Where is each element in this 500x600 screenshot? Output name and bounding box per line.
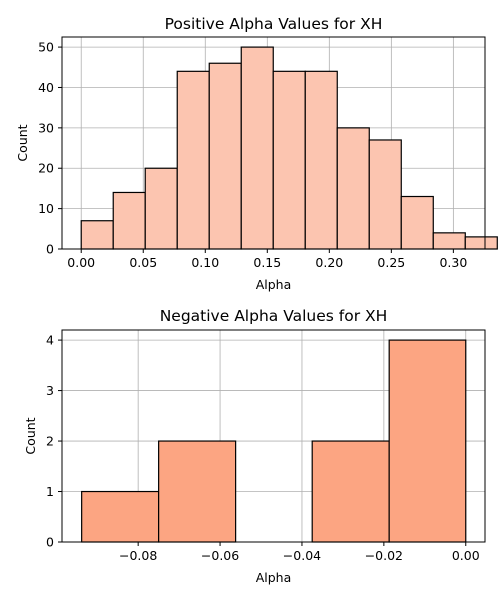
x-axis-label: Alpha bbox=[256, 277, 292, 292]
histogram-bar bbox=[304, 70, 338, 250]
x-tick-label: −0.08 bbox=[119, 548, 157, 563]
plot-frame bbox=[61, 36, 486, 250]
y-tick-label: 4 bbox=[46, 333, 54, 348]
y-tick-label: 10 bbox=[38, 201, 54, 216]
y-axis-label: Count bbox=[15, 124, 30, 161]
histogram-bar bbox=[311, 440, 390, 543]
histogram-bar bbox=[240, 46, 274, 250]
x-tick-label: −0.04 bbox=[283, 548, 321, 563]
x-tick-label: 0.30 bbox=[439, 255, 467, 270]
y-tick-label: 2 bbox=[46, 434, 54, 449]
x-ticks: 0.00 0.05 0.10 0.15 0.20 0.25 0.30 bbox=[67, 249, 467, 270]
histogram-bar bbox=[158, 440, 237, 543]
y-tick-label: 30 bbox=[38, 120, 54, 135]
bars bbox=[81, 339, 467, 543]
x-tick-label: −0.06 bbox=[201, 548, 239, 563]
histogram-bar bbox=[464, 236, 498, 250]
x-tick-label: −0.02 bbox=[365, 548, 403, 563]
y-axis-label: Count bbox=[23, 417, 38, 454]
x-tick-label: 0.00 bbox=[67, 255, 95, 270]
histogram-bar bbox=[144, 167, 178, 250]
chart-title: Positive Alpha Values for XH bbox=[165, 15, 383, 33]
histogram-bar bbox=[272, 70, 306, 250]
x-tick-label: 0.10 bbox=[191, 255, 219, 270]
histogram-bar bbox=[80, 220, 114, 250]
plot-frame bbox=[61, 329, 486, 543]
histogram-bar bbox=[368, 139, 402, 250]
x-tick-label: 0.00 bbox=[452, 548, 480, 563]
positive-alpha-chart: Positive Alpha Values for XH 0.00 0.05 0.1… bbox=[15, 15, 498, 292]
y-ticks: 0 1 2 3 4 bbox=[46, 333, 62, 550]
negative-alpha-chart: Negative Alpha Values for XH −0.08 −0.06−… bbox=[23, 307, 486, 585]
y-ticks: 0 10 20 30 40 50 bbox=[38, 40, 62, 257]
x-ticks: −0.08 −0.06 −0.04 −0.02 0.00 bbox=[119, 542, 480, 563]
y-tick-label: 3 bbox=[46, 383, 54, 398]
histogram-bar bbox=[176, 70, 210, 250]
histogram-bar bbox=[388, 339, 467, 543]
y-tick-label: 20 bbox=[38, 161, 54, 176]
x-tick-label: 0.20 bbox=[315, 255, 343, 270]
histogram-bar bbox=[400, 195, 434, 250]
y-tick-label: 0 bbox=[46, 535, 54, 550]
histogram-bar bbox=[81, 490, 160, 543]
y-tick-label: 40 bbox=[38, 80, 54, 95]
x-tick-label: 0.05 bbox=[129, 255, 157, 270]
histogram-bar bbox=[432, 232, 466, 250]
x-axis-label: Alpha bbox=[256, 570, 292, 585]
y-tick-label: 0 bbox=[46, 242, 54, 257]
x-tick-label: 0.25 bbox=[377, 255, 405, 270]
histogram-bar bbox=[208, 62, 242, 250]
y-tick-label: 1 bbox=[46, 484, 54, 499]
histogram-bar bbox=[112, 191, 146, 250]
x-tick-label: 0.15 bbox=[253, 255, 281, 270]
y-tick-label: 50 bbox=[38, 40, 54, 55]
histogram-bar bbox=[336, 127, 370, 250]
chart-title: Negative Alpha Values for XH bbox=[160, 307, 388, 325]
